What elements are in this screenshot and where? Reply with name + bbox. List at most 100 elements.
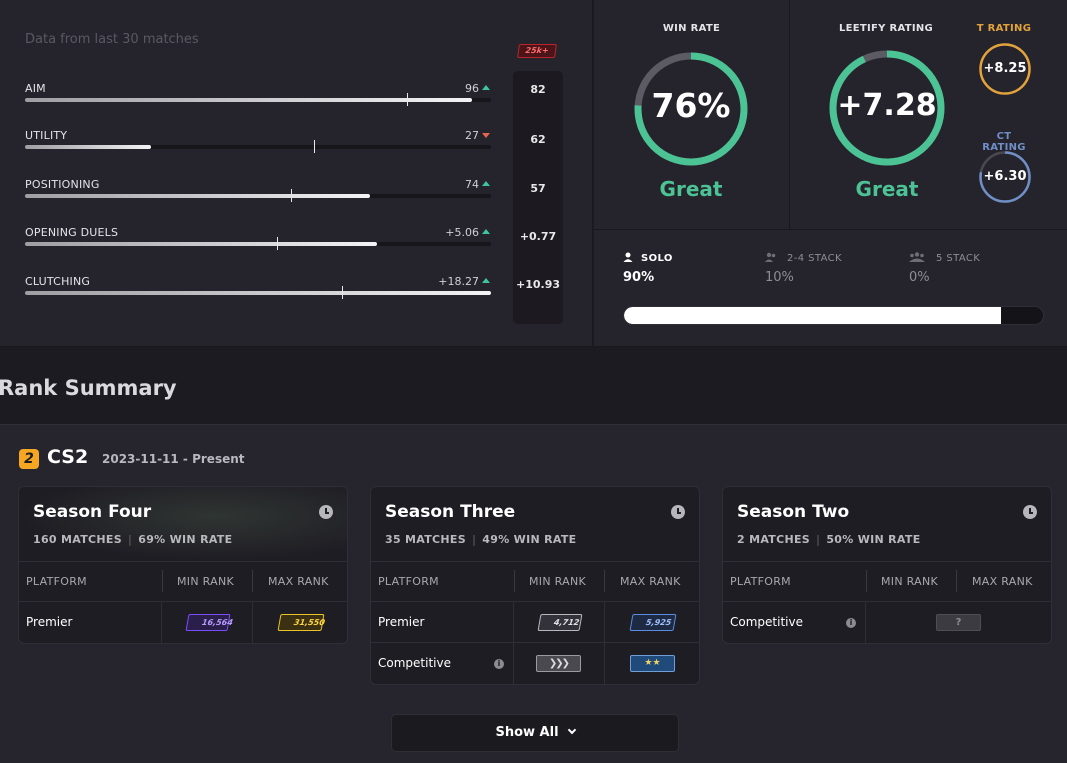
- premier-rank-badge-grey[interactable]: 4,712: [537, 614, 583, 631]
- stat-value: 96: [465, 82, 479, 95]
- table-row: Competitive i ❯❯❯ ★★: [371, 643, 699, 684]
- divider: [866, 570, 867, 592]
- col-max-rank: MAX RANK: [620, 575, 681, 588]
- stat-bar: [25, 286, 491, 299]
- info-icon[interactable]: i: [846, 618, 856, 628]
- stat-bar-fill: [25, 145, 151, 149]
- win-rate-value: 76%: [651, 86, 731, 125]
- divider: [604, 570, 605, 592]
- season-matches: 2 MATCHES: [737, 533, 811, 546]
- col-platform: PLATFORM: [378, 575, 439, 588]
- ct-rating-value: +6.30: [983, 169, 1027, 184]
- stat-bar: [25, 189, 491, 202]
- benchmark-tick: [290, 189, 292, 202]
- season-name: Season Three: [385, 502, 516, 522]
- stat-value: +5.06: [445, 226, 479, 239]
- row-platform: Competitive: [378, 656, 451, 670]
- competitive-rank-silver-chevrons-icon[interactable]: ❯❯❯: [536, 655, 581, 672]
- benchmark-tick: [341, 286, 343, 299]
- clock-icon[interactable]: [319, 505, 333, 519]
- trend-arrow-icon: [482, 133, 490, 138]
- benchmark-value-utility: 62: [530, 133, 546, 146]
- premier-rank-badge-blue[interactable]: 5,925: [629, 614, 677, 631]
- team-icon: [909, 252, 925, 262]
- max-rank-cell: ★★: [604, 643, 699, 684]
- chevron-down-icon: [567, 725, 576, 735]
- ct-rating-ring-graphic: [979, 151, 1031, 203]
- season-win-rate: 50% WIN RATE: [826, 533, 921, 546]
- t-rating-title: T RATING: [976, 23, 1032, 34]
- stat-bar-fill: [25, 98, 473, 102]
- season-meta: 35 MATCHES | 49% WIN RATE: [385, 533, 577, 546]
- benchmark-rank-badge[interactable]: 25k+: [517, 44, 557, 58]
- competitive-rank-gold-nova-icon[interactable]: ★★: [630, 655, 675, 672]
- unknown-rank-badge[interactable]: ?: [936, 614, 981, 631]
- row-platform: Premier: [26, 615, 73, 629]
- col-max-rank: MAX RANK: [268, 575, 329, 588]
- leetify-rating-title: LEETIFY RATING: [838, 23, 934, 34]
- stat-label: AIM: [25, 82, 46, 95]
- benchmark-value-clutching: +10.93: [515, 278, 560, 291]
- person-icon: [623, 252, 633, 262]
- season-matches: 35 MATCHES: [385, 533, 466, 546]
- divider: [162, 570, 163, 592]
- table-row: Premier 16,564 31,550: [19, 602, 347, 643]
- show-all-button[interactable]: Show All: [391, 714, 679, 752]
- min-rank-cell: ❯❯❯: [513, 643, 604, 684]
- win-rate-ring[interactable]: 76%: [632, 50, 750, 168]
- row-platform: Competitive: [730, 615, 803, 629]
- max-rank-cell: 31,550: [252, 602, 347, 643]
- max-rank-cell: 5,925: [604, 602, 699, 643]
- benchmark-value-opening-duels: +0.77: [519, 230, 557, 243]
- t-rating-ring-graphic: [979, 43, 1031, 95]
- stat-label: OPENING DUELS: [25, 226, 119, 239]
- benchmark-tick: [313, 140, 315, 153]
- ratings-panel: WIN RATE 76% Great LEETIFY RATING +7.28 …: [594, 0, 1067, 347]
- col-platform: PLATFORM: [730, 575, 791, 588]
- benchmark-tick: [407, 93, 409, 106]
- season-columns: PLATFORM MIN RANK MAX RANK: [19, 562, 347, 602]
- stat-label: POSITIONING: [25, 178, 100, 191]
- t-rating-value: +8.25: [983, 61, 1027, 76]
- stat-bar: [25, 237, 491, 250]
- leetify-rating-ring-graphic: [829, 50, 945, 166]
- season-columns: PLATFORM MIN RANK MAX RANK: [723, 562, 1051, 602]
- game-date-range: 2023-11-11 - Present: [102, 452, 245, 466]
- col-min-rank: MIN RANK: [881, 575, 939, 588]
- leetify-rating-arc: [829, 50, 945, 166]
- table-row: Competitive i ?: [723, 602, 1051, 643]
- stat-label: UTILITY: [25, 129, 68, 142]
- stat-value: 74: [465, 178, 479, 191]
- season-name: Season Four: [33, 502, 152, 522]
- clock-icon[interactable]: [1023, 505, 1037, 519]
- stats-panel: Data from last 30 matches 25k+ 82 62 57 …: [0, 0, 593, 347]
- t-rating-ring[interactable]: +8.25: [978, 42, 1032, 96]
- stat-bar-fill: [25, 291, 491, 295]
- cs2-logo-icon: 2: [19, 449, 39, 469]
- min-rank-cell: 4,712: [513, 602, 604, 643]
- season-card-four: Season Four 160 MATCHES | 69% WIN RATE PLA…: [18, 486, 348, 644]
- season-card-three: Season Three 35 MATCHES | 49% WIN RATE PLA…: [370, 486, 700, 685]
- info-icon[interactable]: i: [494, 659, 504, 669]
- season-card-two: Season Two 2 MATCHES | 50% WIN RATE PLATFO…: [722, 486, 1052, 644]
- col-min-rank: MIN RANK: [177, 575, 235, 588]
- rank-cell: ?: [865, 602, 1051, 643]
- show-all-label: Show All: [495, 725, 559, 740]
- win-rate-ring-graphic: [634, 52, 748, 166]
- col-platform: PLATFORM: [26, 575, 87, 588]
- game-title: CS2: [47, 446, 89, 468]
- stack-label-2-4: 2-4 STACK: [787, 253, 842, 264]
- col-max-rank: MAX RANK: [972, 575, 1033, 588]
- premier-rank-badge-purple[interactable]: 16,564: [185, 614, 234, 631]
- clock-icon[interactable]: [671, 505, 685, 519]
- trend-arrow-icon: [482, 278, 490, 283]
- season-header: Season Three 35 MATCHES | 49% WIN RATE: [371, 487, 699, 562]
- divider: [252, 570, 253, 592]
- leetify-rating-ring[interactable]: +7.28: [827, 48, 947, 168]
- ct-rating-ring[interactable]: +6.30: [978, 150, 1032, 204]
- rank-summary-heading: Rank Summary: [0, 376, 177, 400]
- season-meta: 160 MATCHES | 69% WIN RATE: [33, 533, 233, 546]
- season-name: Season Two: [737, 502, 850, 522]
- premier-rank-badge-gold[interactable]: 31,550: [277, 614, 326, 631]
- season-meta: 2 MATCHES | 50% WIN RATE: [737, 533, 921, 546]
